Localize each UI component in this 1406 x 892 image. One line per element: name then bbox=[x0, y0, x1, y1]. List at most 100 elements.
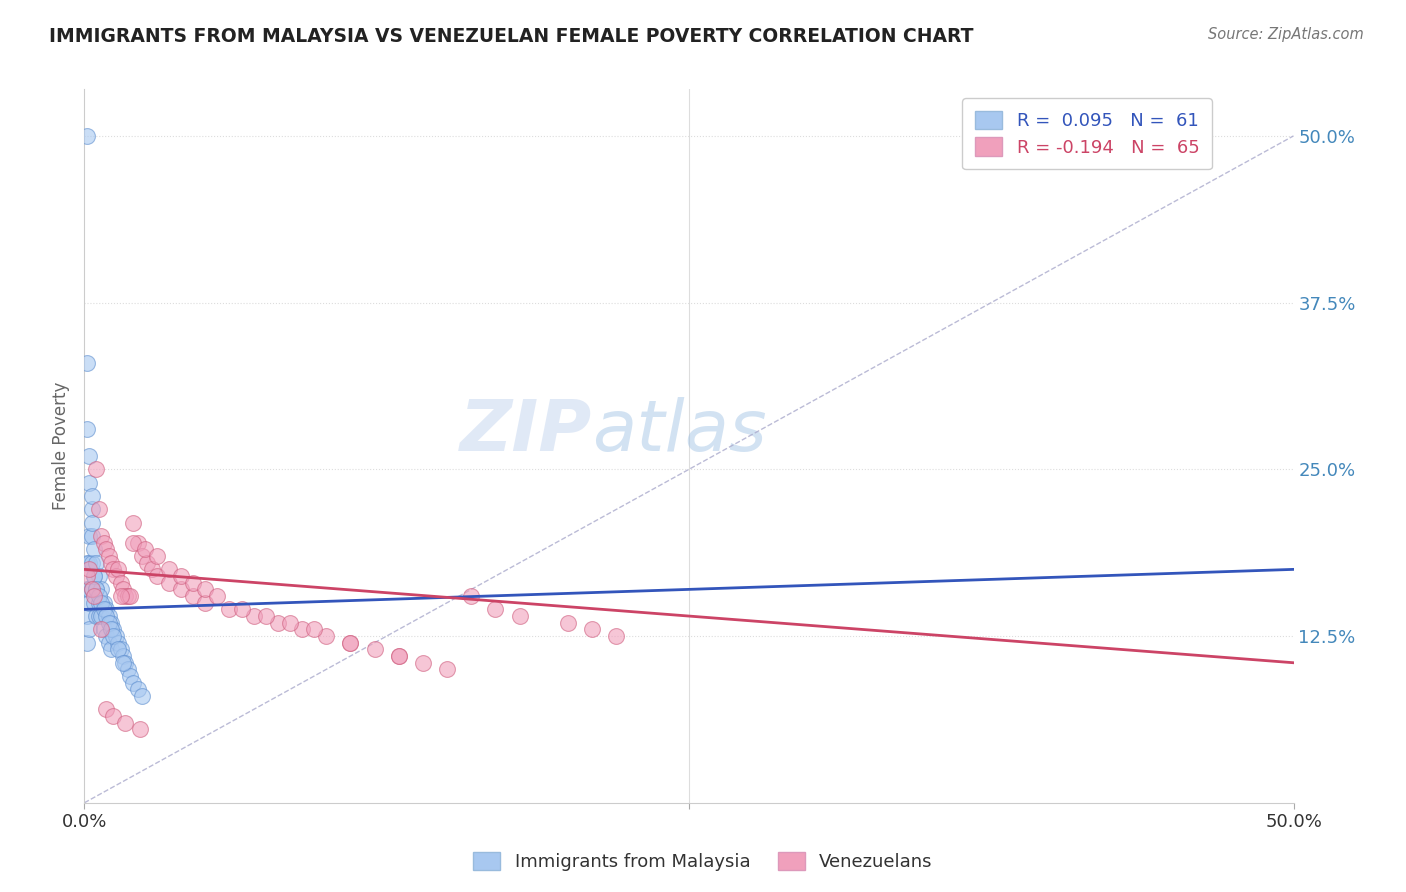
Point bbox=[112, 656, 135, 670]
Point bbox=[339, 636, 361, 650]
Point bbox=[87, 589, 110, 603]
Point bbox=[77, 582, 100, 597]
Legend: Immigrants from Malaysia, Venezuelans: Immigrants from Malaysia, Venezuelans bbox=[467, 845, 939, 879]
Point bbox=[97, 615, 120, 630]
Point bbox=[181, 575, 204, 590]
Point bbox=[117, 662, 139, 676]
Point bbox=[97, 549, 120, 563]
Point bbox=[94, 542, 117, 557]
Point bbox=[194, 582, 217, 597]
Point bbox=[77, 475, 100, 490]
Point bbox=[112, 649, 135, 664]
Point bbox=[315, 629, 337, 643]
Point bbox=[110, 589, 132, 603]
Point bbox=[436, 662, 458, 676]
Point bbox=[509, 609, 531, 624]
Point bbox=[77, 623, 100, 637]
Point bbox=[112, 582, 135, 597]
Point bbox=[127, 682, 149, 697]
Text: atlas: atlas bbox=[592, 397, 766, 467]
Point bbox=[76, 422, 98, 436]
Point bbox=[94, 702, 117, 716]
Point bbox=[103, 709, 125, 723]
Point bbox=[181, 589, 204, 603]
Point bbox=[77, 449, 100, 463]
Point bbox=[83, 542, 105, 557]
Point bbox=[77, 556, 100, 570]
Point bbox=[80, 489, 103, 503]
Point bbox=[141, 562, 163, 576]
Point bbox=[103, 562, 125, 576]
Point bbox=[90, 623, 112, 637]
Point bbox=[97, 636, 120, 650]
Point bbox=[157, 575, 180, 590]
Point bbox=[114, 715, 136, 730]
Point bbox=[131, 689, 153, 703]
Point bbox=[136, 556, 159, 570]
Point bbox=[94, 602, 117, 616]
Point bbox=[242, 609, 264, 624]
Point bbox=[83, 569, 105, 583]
Point bbox=[207, 589, 229, 603]
Text: Source: ZipAtlas.com: Source: ZipAtlas.com bbox=[1208, 27, 1364, 42]
Point bbox=[218, 602, 240, 616]
Point bbox=[557, 615, 579, 630]
Point bbox=[83, 596, 105, 610]
Point bbox=[90, 609, 112, 624]
Point bbox=[339, 636, 361, 650]
Y-axis label: Female Poverty: Female Poverty bbox=[52, 382, 70, 510]
Point bbox=[103, 623, 125, 637]
Point bbox=[254, 609, 277, 624]
Point bbox=[100, 623, 122, 637]
Point bbox=[460, 589, 482, 603]
Point bbox=[87, 609, 110, 624]
Point bbox=[83, 569, 105, 583]
Point bbox=[170, 569, 193, 583]
Point bbox=[87, 569, 110, 583]
Point bbox=[76, 128, 98, 143]
Point bbox=[76, 636, 98, 650]
Point bbox=[110, 575, 132, 590]
Point bbox=[77, 562, 100, 576]
Point bbox=[104, 569, 127, 583]
Point bbox=[87, 502, 110, 516]
Point bbox=[80, 582, 103, 597]
Point bbox=[127, 535, 149, 549]
Point bbox=[107, 562, 129, 576]
Point bbox=[117, 589, 139, 603]
Point bbox=[388, 649, 411, 664]
Point bbox=[146, 549, 169, 563]
Point bbox=[131, 549, 153, 563]
Point bbox=[581, 623, 603, 637]
Point bbox=[94, 609, 117, 624]
Point bbox=[87, 596, 110, 610]
Point bbox=[100, 642, 122, 657]
Point bbox=[86, 556, 108, 570]
Point bbox=[104, 629, 127, 643]
Point bbox=[388, 649, 411, 664]
Point bbox=[77, 529, 100, 543]
Point bbox=[121, 535, 143, 549]
Text: IMMIGRANTS FROM MALAYSIA VS VENEZUELAN FEMALE POVERTY CORRELATION CHART: IMMIGRANTS FROM MALAYSIA VS VENEZUELAN F… bbox=[49, 27, 974, 45]
Point bbox=[90, 596, 112, 610]
Point bbox=[97, 609, 120, 624]
Point bbox=[170, 582, 193, 597]
Point bbox=[80, 556, 103, 570]
Point bbox=[80, 582, 103, 597]
Point bbox=[120, 669, 142, 683]
Point bbox=[93, 596, 115, 610]
Point bbox=[146, 569, 169, 583]
Point bbox=[194, 596, 217, 610]
Point bbox=[100, 615, 122, 630]
Point bbox=[90, 529, 112, 543]
Point bbox=[114, 656, 136, 670]
Point bbox=[231, 602, 253, 616]
Point bbox=[412, 656, 434, 670]
Point bbox=[363, 642, 385, 657]
Point bbox=[86, 582, 108, 597]
Point bbox=[278, 615, 301, 630]
Point bbox=[76, 582, 98, 597]
Point bbox=[103, 629, 125, 643]
Point bbox=[100, 556, 122, 570]
Point bbox=[93, 602, 115, 616]
